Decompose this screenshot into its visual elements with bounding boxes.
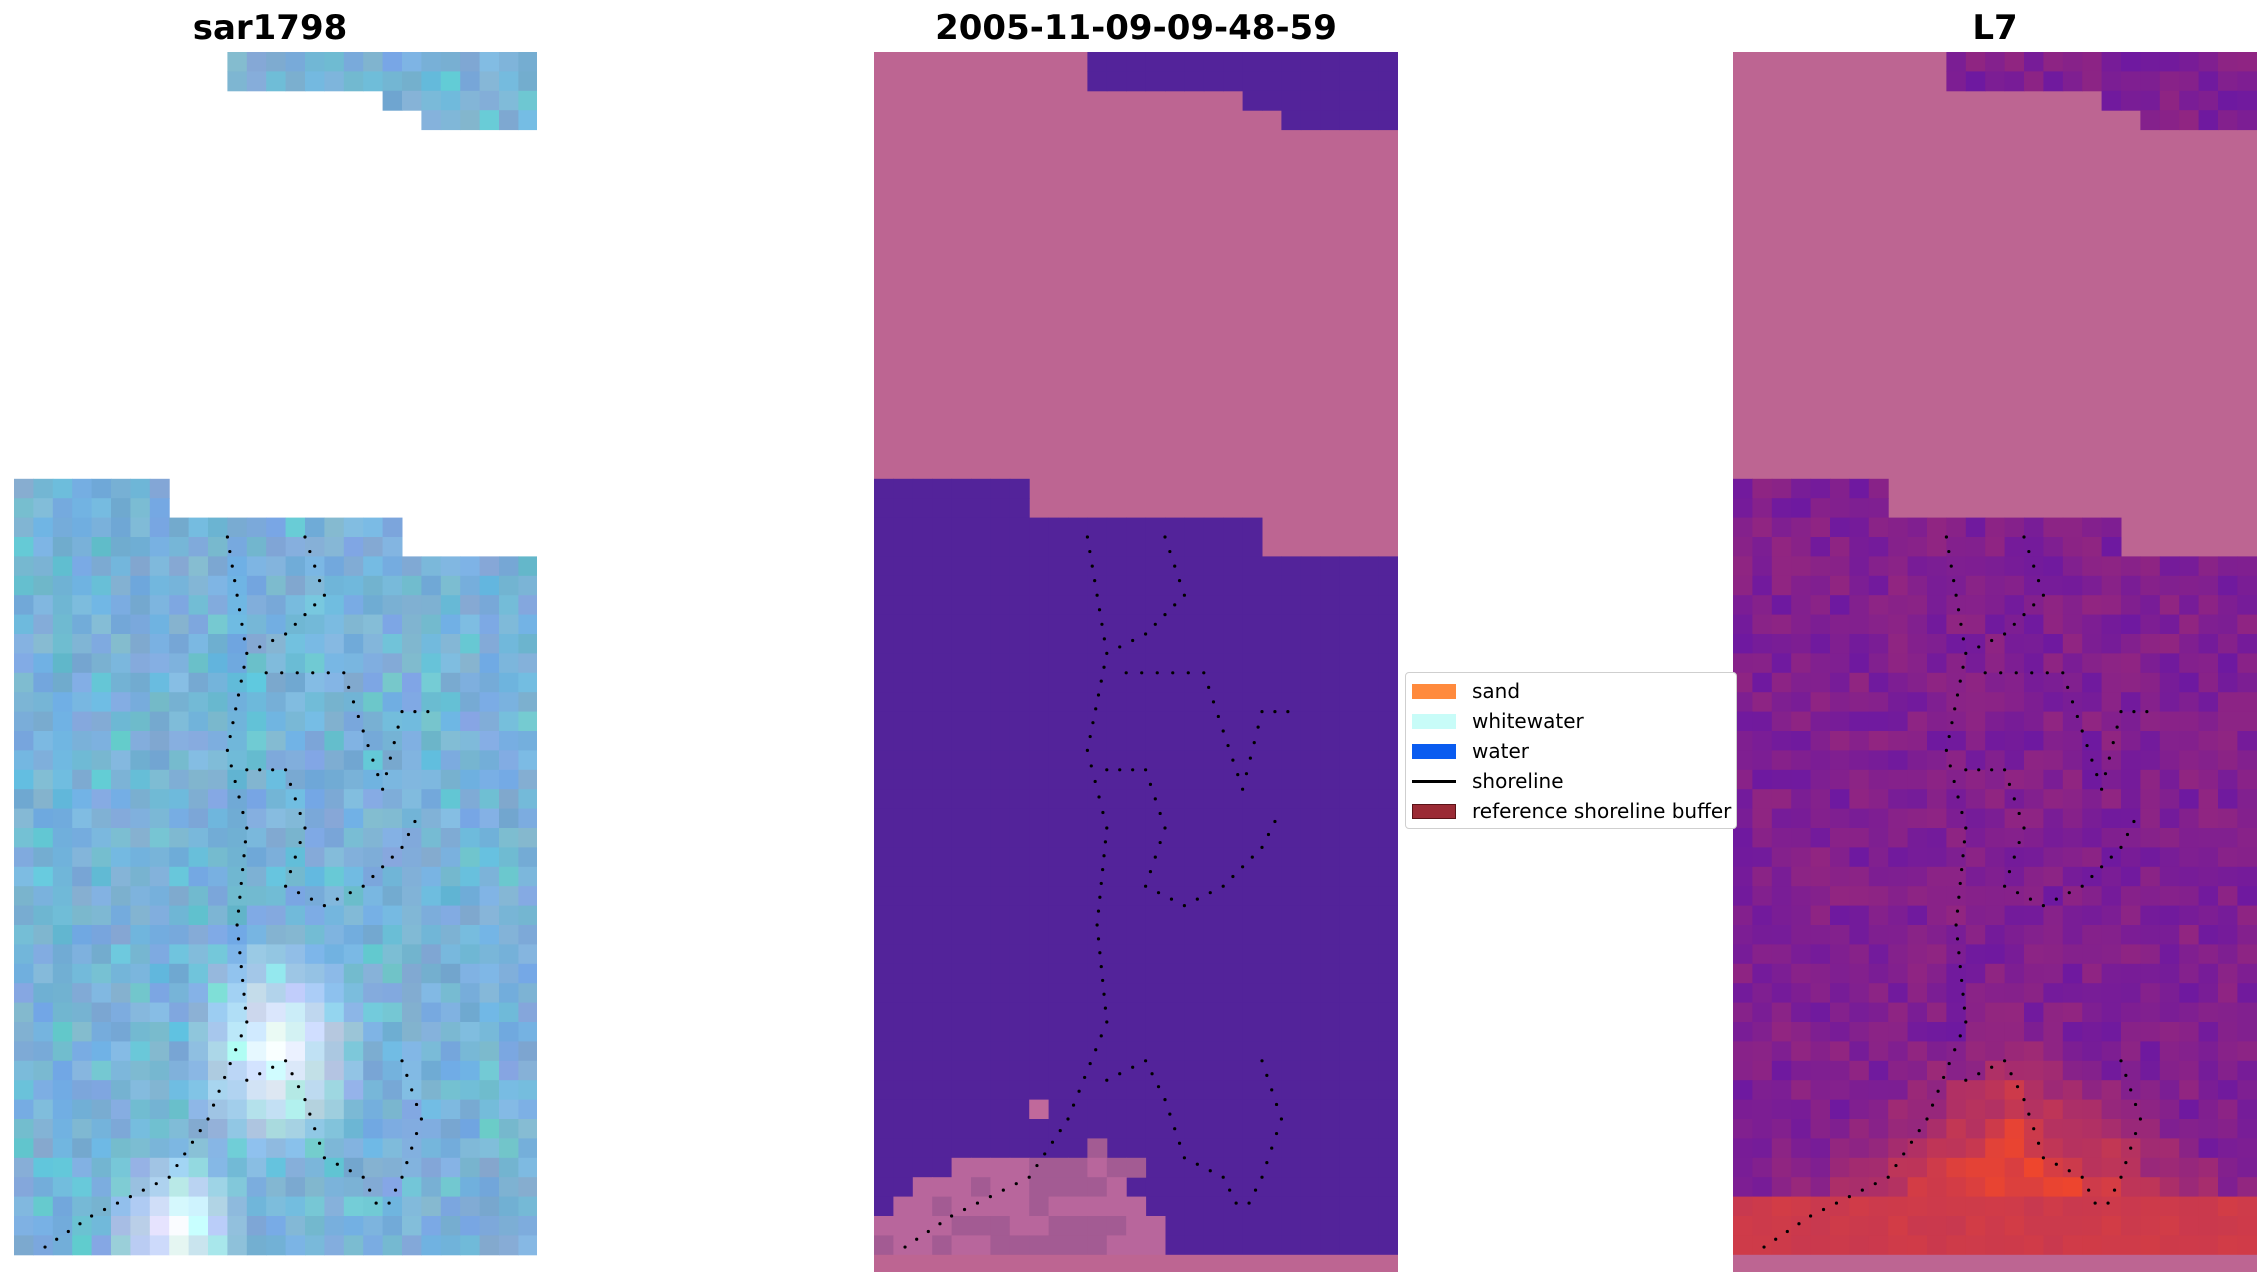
whitewater-swatch — [1412, 713, 1456, 729]
classification-panel — [874, 52, 1398, 1272]
legend-label: sand — [1472, 679, 1521, 703]
panel-title-rgb: sar1798 — [192, 8, 348, 48]
legend-item-whitewater: whitewater — [1412, 707, 1584, 735]
reference-buffer-swatch — [1412, 803, 1456, 819]
panel-title-classification: 2005-11-09-09-48-59 — [935, 8, 1337, 48]
legend-item-shoreline: shoreline — [1412, 767, 1564, 795]
rgb-image-panel — [14, 52, 537, 1256]
legend-item-sand: sand — [1412, 677, 1520, 705]
legend-label: whitewater — [1472, 709, 1584, 733]
legend: sand whitewater water shoreline referenc… — [1405, 672, 1737, 829]
sand-pixel — [1029, 1099, 1049, 1119]
legend-label: shoreline — [1472, 769, 1564, 793]
water-swatch — [1412, 743, 1456, 759]
legend-label: water — [1472, 739, 1529, 763]
legend-item-water: water — [1412, 737, 1529, 765]
legend-label: reference shoreline buffer — [1472, 799, 1732, 823]
panel-title-l7: L7 — [1972, 8, 2018, 48]
sand-swatch — [1412, 683, 1456, 699]
legend-item-reference-buffer: reference shoreline buffer — [1412, 797, 1731, 825]
shoreline-line-swatch — [1412, 779, 1456, 783]
l7-index-panel — [1733, 52, 2257, 1272]
